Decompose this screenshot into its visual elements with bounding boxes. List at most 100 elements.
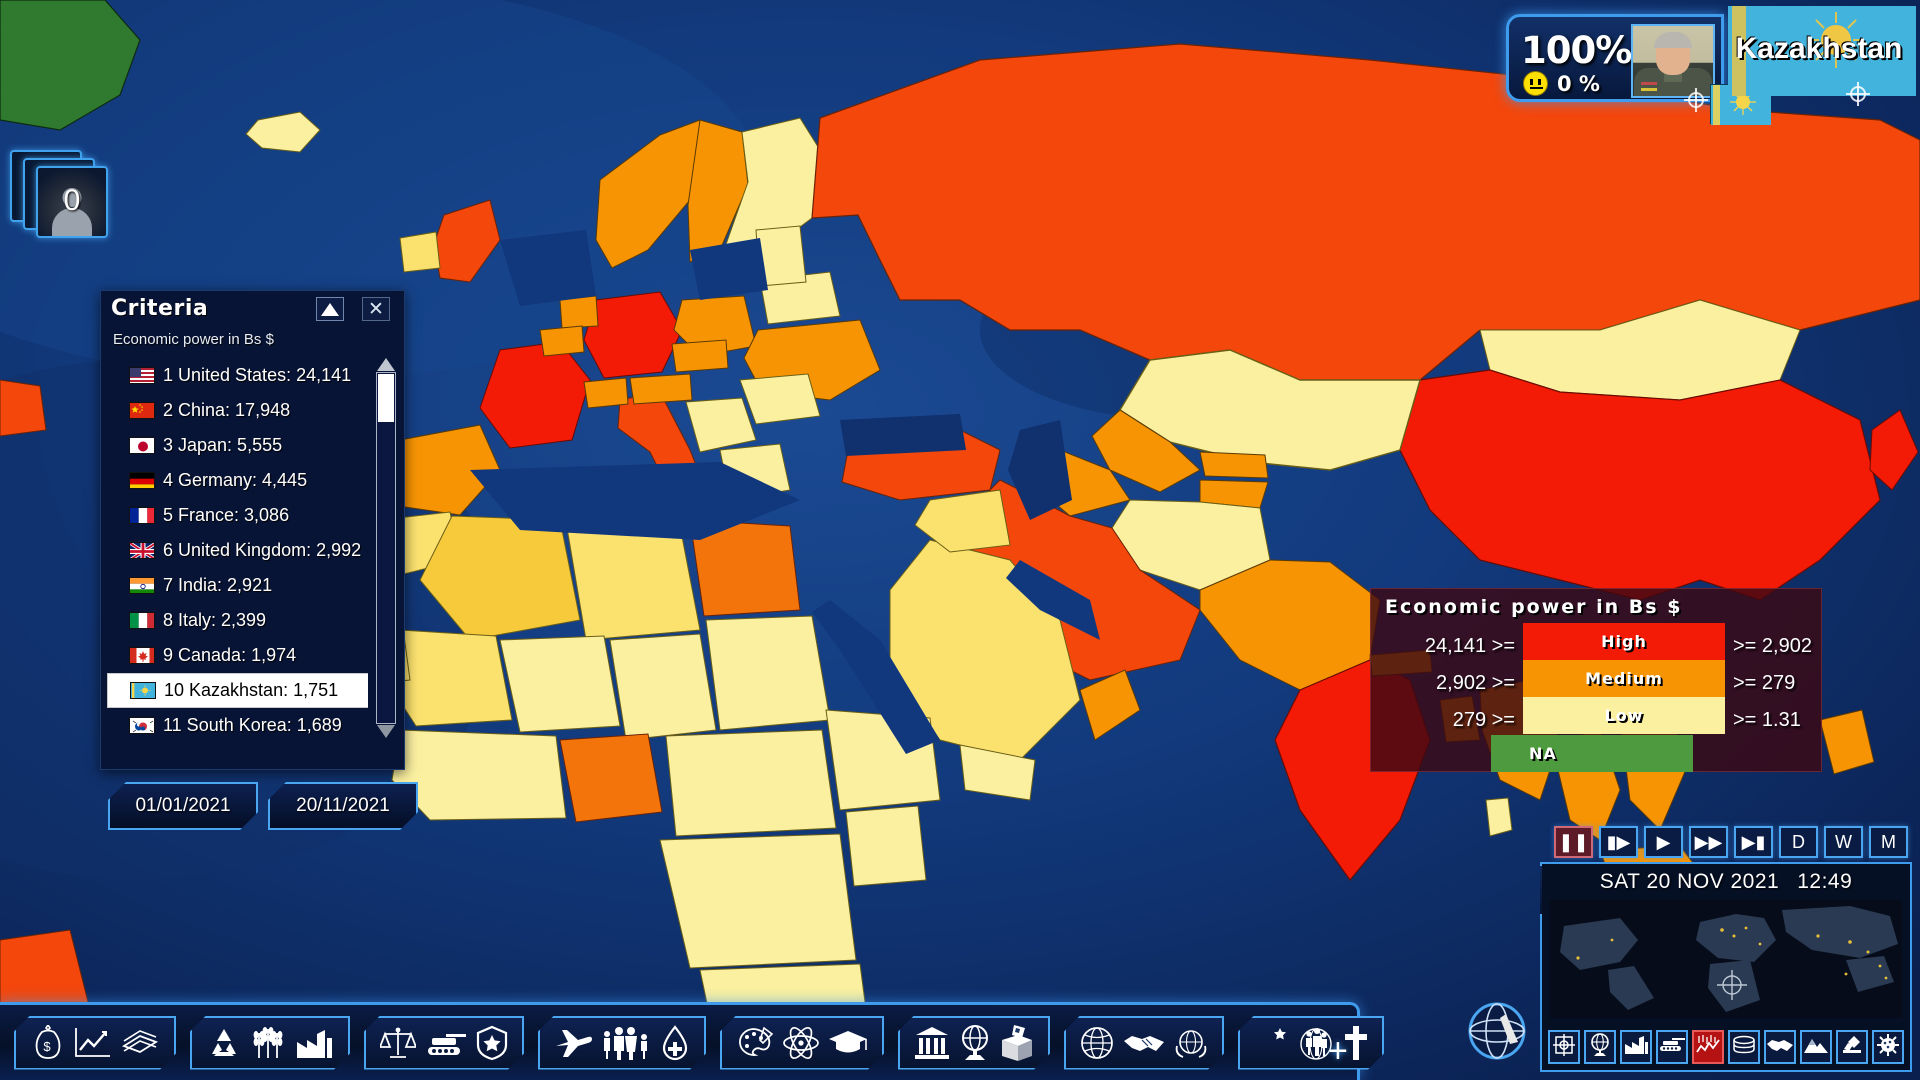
day-button[interactable]: D bbox=[1779, 826, 1818, 858]
country-sudan bbox=[705, 615, 831, 731]
skip-button[interactable]: ▶▮ bbox=[1734, 826, 1773, 858]
toolbar-add-button[interactable]: + bbox=[1328, 1034, 1348, 1068]
step-button[interactable]: ▮▶ bbox=[1599, 826, 1638, 858]
legend-band-low[interactable]: Low bbox=[1523, 697, 1725, 734]
leader-portrait[interactable] bbox=[1631, 24, 1715, 98]
criteria-row-united-kingdom[interactable]: 6 United Kingdom: 2,992 bbox=[107, 533, 368, 568]
country-netherlands bbox=[559, 295, 599, 329]
criteria-scrollbar[interactable] bbox=[374, 358, 398, 738]
legend-high-high: >= 2,902 bbox=[1733, 635, 1812, 657]
criteria-row-canada[interactable]: 9 Canada: 1,974 bbox=[107, 638, 368, 673]
resources-group[interactable] bbox=[190, 1016, 350, 1070]
messages-card-stack[interactable]: 0 bbox=[10, 150, 130, 250]
criteria-row-label: 10 Kazakhstan: 1,751 bbox=[164, 680, 339, 700]
scrollbar-thumb[interactable] bbox=[378, 374, 394, 422]
diplomacy-view-button[interactable] bbox=[1764, 1030, 1796, 1064]
legend-panel: Economic power in Bs $ 24,141 >= 2,902 >… bbox=[1370, 588, 1822, 772]
minimap-canvas[interactable] bbox=[1550, 900, 1902, 1018]
speed-controls[interactable]: ❚❚ ▮▶ ▶ ▶▶ ▶▮ D W M bbox=[1554, 826, 1908, 858]
criteria-row-china[interactable]: 2 China: 17,948 bbox=[107, 393, 368, 428]
culture-group[interactable] bbox=[720, 1016, 884, 1070]
wheat-icon bbox=[250, 1025, 286, 1061]
legend-band-na-label: NA bbox=[1529, 744, 1557, 763]
play-button[interactable]: ▶ bbox=[1644, 826, 1683, 858]
banknotes-icon bbox=[120, 1026, 160, 1060]
criteria-row-south-korea[interactable]: 11 South Korea: 1,689 bbox=[107, 708, 368, 738]
religion-group[interactable] bbox=[1238, 1016, 1384, 1070]
sea-mediterranean bbox=[470, 462, 800, 540]
country-iceland bbox=[245, 111, 321, 153]
scroll-down-arrow-icon[interactable] bbox=[377, 725, 395, 738]
criteria-row-germany[interactable]: 4 Germany: 4,445 bbox=[107, 463, 368, 498]
legend-band-high[interactable]: High bbox=[1523, 623, 1725, 660]
finance-view-button[interactable] bbox=[1728, 1030, 1760, 1064]
country-czechia bbox=[671, 339, 729, 373]
economy-view-button[interactable] bbox=[1692, 1030, 1724, 1064]
flag-icon-de bbox=[129, 472, 155, 489]
scales-icon bbox=[380, 1025, 416, 1061]
research-view-button[interactable] bbox=[1836, 1030, 1868, 1064]
criteria-titlebar: Criteria ✕ bbox=[101, 291, 404, 331]
family-icon bbox=[600, 1025, 652, 1061]
foreign-group[interactable] bbox=[1064, 1016, 1224, 1070]
criteria-row-kazakhstan[interactable]: 10 Kazakhstan: 1,751 bbox=[107, 673, 368, 708]
stack-card-front[interactable]: 0 bbox=[36, 166, 108, 238]
approval-hud[interactable]: 100% 0 % bbox=[1506, 14, 1724, 102]
legend-band-na[interactable]: NA bbox=[1491, 735, 1693, 772]
airplane-icon bbox=[554, 1026, 592, 1060]
scroll-up-arrow-icon[interactable] bbox=[377, 358, 395, 371]
date-start-button[interactable]: 01/01/2021 bbox=[108, 782, 258, 830]
criteria-list[interactable]: 1 United States: 24,141 2 China: 17,948 3 … bbox=[107, 358, 368, 738]
fast-forward-button[interactable]: ▶▶ bbox=[1689, 826, 1728, 858]
week-button[interactable]: W bbox=[1824, 826, 1863, 858]
legend-low-low: 279 >= bbox=[1452, 709, 1515, 731]
criteria-row-france[interactable]: 5 France: 3,086 bbox=[107, 498, 368, 533]
minimap-panel[interactable]: + SAT 20 NOV 2021 12:49 bbox=[1540, 862, 1912, 1072]
criteria-row-italy[interactable]: 8 Italy: 2,399 bbox=[107, 603, 368, 638]
crowd-globe-icon bbox=[1296, 1025, 1336, 1061]
terrain-view-button[interactable] bbox=[1800, 1030, 1832, 1064]
flag-icon-gb bbox=[129, 542, 155, 559]
globe-view-button[interactable] bbox=[1584, 1030, 1616, 1064]
sea-persian-gulf bbox=[1006, 560, 1100, 640]
criteria-row-label: 2 China: 17,948 bbox=[163, 400, 291, 420]
center-view-button[interactable] bbox=[1548, 1030, 1580, 1064]
scrollbar-track[interactable] bbox=[376, 372, 396, 724]
microscope-icon bbox=[1840, 1034, 1864, 1061]
politics-group[interactable] bbox=[898, 1016, 1050, 1070]
economy-group[interactable]: $ bbox=[14, 1016, 176, 1070]
criteria-panel[interactable]: Criteria ✕ Economic power in Bs $ 1 Unit… bbox=[100, 290, 405, 770]
criteria-row-japan[interactable]: 3 Japan: 5,555 bbox=[107, 428, 368, 463]
criteria-row-united-states[interactable]: 1 United States: 24,141 bbox=[107, 358, 368, 393]
minimap-expand-button[interactable]: + bbox=[1540, 864, 1542, 916]
bottom-toolbar[interactable]: $ + bbox=[0, 1002, 1360, 1080]
globe-view-button[interactable] bbox=[1466, 1000, 1528, 1062]
country-romania bbox=[739, 373, 821, 425]
collapse-button[interactable] bbox=[316, 297, 344, 321]
country-kenya bbox=[845, 805, 927, 887]
legend-grid: 24,141 >= 2,902 >= 279 >= High Medium Lo… bbox=[1371, 621, 1821, 772]
un-emblem-icon bbox=[1174, 1026, 1208, 1060]
industry-view-button[interactable] bbox=[1620, 1030, 1652, 1064]
chart-spike-icon bbox=[1695, 1034, 1721, 1061]
date-end-button[interactable]: 20/11/2021 bbox=[268, 782, 418, 830]
justice-group[interactable] bbox=[364, 1016, 524, 1070]
military-view-button[interactable] bbox=[1656, 1030, 1688, 1064]
toolbar-add-label: + bbox=[1328, 1032, 1348, 1070]
minimap-tools[interactable] bbox=[1548, 1028, 1904, 1066]
legend-low-medium: 2,902 >= bbox=[1436, 672, 1515, 694]
social-group[interactable] bbox=[538, 1016, 706, 1070]
country-banner[interactable]: Kazakhstan bbox=[1728, 6, 1916, 96]
pandemic-view-button[interactable] bbox=[1872, 1030, 1904, 1064]
criteria-row-label: 6 United Kingdom: 2,992 bbox=[163, 540, 362, 560]
legend-band-medium[interactable]: Medium bbox=[1523, 660, 1725, 697]
sea-baltic bbox=[690, 238, 768, 300]
close-button[interactable]: ✕ bbox=[362, 297, 390, 321]
atom-icon bbox=[782, 1025, 820, 1061]
criteria-row-label: 1 United States: 24,141 bbox=[163, 365, 352, 385]
criteria-row-india[interactable]: 7 India: 2,921 bbox=[107, 568, 368, 603]
day-icon: D bbox=[1792, 831, 1805, 852]
month-button[interactable]: M bbox=[1869, 826, 1908, 858]
sea-black bbox=[840, 414, 966, 456]
pause-button[interactable]: ❚❚ bbox=[1554, 826, 1593, 858]
